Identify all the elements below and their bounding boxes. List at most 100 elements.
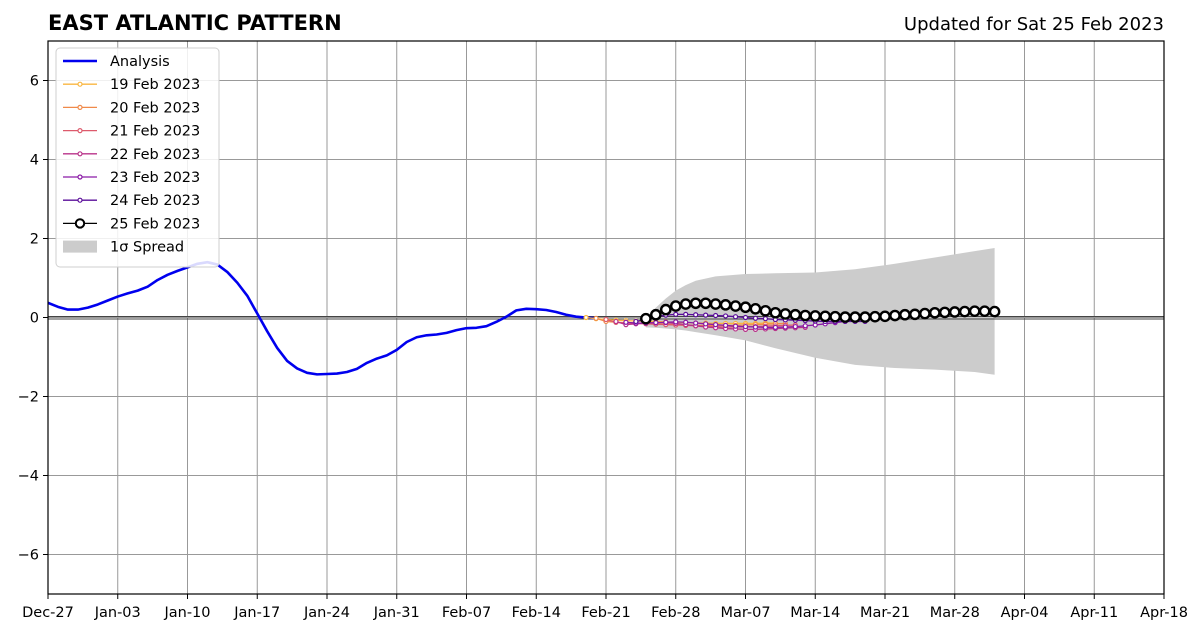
forecast-point	[762, 324, 769, 330]
y-tick-label: 6	[30, 74, 39, 90]
forecast-point	[782, 324, 788, 330]
forecast-point	[859, 311, 871, 323]
forecast-point	[613, 318, 619, 325]
y-tick-label: −6	[18, 548, 39, 564]
forecast-point	[752, 315, 759, 321]
forecast-point	[978, 305, 991, 317]
forecast-point	[742, 314, 749, 321]
forecast-point	[752, 324, 759, 330]
legend-marker	[77, 81, 83, 87]
y-tick-label: −4	[18, 469, 39, 485]
forecast-point	[683, 319, 689, 325]
legend-item: 24 Feb 2023	[63, 193, 200, 209]
forecast-point	[663, 319, 669, 325]
forecast-point	[713, 322, 719, 328]
forecast-point	[799, 309, 812, 322]
forecast-point	[802, 323, 808, 329]
forecast-point	[719, 299, 732, 311]
legend-item: 21 Feb 2023	[63, 124, 200, 140]
legend-marker	[77, 174, 83, 180]
x-tick-label: Apr-18	[1140, 605, 1188, 621]
x-tick-label: Mar-14	[790, 605, 840, 621]
y-tick-label: 0	[30, 311, 39, 327]
forecast-point	[849, 311, 861, 323]
forecast-point	[742, 323, 749, 330]
forecast-point	[713, 312, 719, 319]
forecast-point	[653, 320, 659, 326]
spread-band	[645, 247, 995, 375]
plot-area: Dec-27 Jan-03 Jan-10 Jan-17 Jan-24 Jan-31 Feb-…	[18, 40, 1188, 621]
legend-marker	[74, 218, 86, 229]
forecast-point	[709, 298, 722, 310]
legend-item: 1σ Spread	[63, 240, 184, 256]
forecast-point	[958, 305, 971, 318]
forecast-point	[650, 308, 662, 321]
forecast-point	[583, 314, 589, 321]
legend: Analysis 19 Feb 2023 20 Feb 2023 21 Feb 202…	[55, 47, 220, 268]
forecast-point	[732, 314, 739, 320]
forecast-point	[889, 309, 901, 322]
forecast-point	[683, 311, 689, 317]
forecast-point	[938, 306, 951, 319]
forecast-point	[829, 310, 841, 323]
forecast-point	[749, 303, 762, 315]
x-tick-label: Jan-31	[373, 605, 420, 621]
x-tick-label: Jan-17	[233, 605, 280, 621]
legend-item: 22 Feb 2023	[63, 147, 200, 163]
forecast-point	[809, 310, 822, 322]
analysis-line	[48, 260, 597, 376]
x-tick-label: Mar-07	[720, 605, 770, 621]
forecast-point	[988, 305, 1001, 318]
forecast-point	[593, 315, 599, 321]
forecast-point	[879, 310, 891, 323]
forecast-point	[659, 303, 672, 316]
x-tick-label: Mar-21	[860, 605, 910, 621]
forecast-point	[779, 308, 792, 320]
forecast-point	[899, 308, 911, 321]
forecast-point	[633, 318, 639, 325]
forecast-point	[603, 316, 609, 323]
forecast-series	[640, 297, 1001, 325]
forecast-point	[762, 316, 769, 322]
legend-label: 24 Feb 2023	[110, 193, 200, 209]
legend-item: 20 Feb 2023	[63, 100, 200, 116]
forecast-point	[703, 321, 709, 327]
legend-item: 23 Feb 2023	[63, 170, 200, 186]
plot-content	[48, 247, 1164, 376]
forecast-point	[673, 311, 679, 317]
forecast-point	[909, 308, 921, 321]
x-tick-label: Feb-14	[512, 605, 561, 621]
y-tick-label: 4	[30, 153, 39, 169]
legend-label: Analysis	[110, 54, 170, 70]
legend-label: 25 Feb 2023	[110, 216, 200, 232]
forecast-point	[623, 319, 629, 325]
legend-item: 19 Feb 2023	[63, 77, 200, 93]
chart-title: EAST ATLANTIC PATTERN	[48, 11, 342, 35]
x-tick-label: Jan-10	[163, 605, 210, 621]
chart-subtitle: Updated for Sat 25 Feb 2023	[904, 14, 1164, 35]
forecast-point	[640, 312, 652, 325]
y-tick-label: −2	[18, 390, 39, 406]
forecast-point	[929, 306, 941, 319]
forecast-point	[839, 311, 851, 323]
x-tick-label: Jan-03	[94, 605, 141, 621]
legend-label: 23 Feb 2023	[110, 170, 200, 186]
x-tick-label: Feb-28	[651, 605, 700, 621]
x-tick-label: Feb-07	[442, 605, 491, 621]
y-tick-label: 2	[30, 232, 39, 248]
forecast-point	[968, 305, 981, 317]
legend-label: 21 Feb 2023	[110, 124, 200, 140]
legend-marker	[77, 197, 83, 203]
forecast-point	[722, 313, 729, 319]
forecast-point	[732, 323, 739, 329]
legend-marker	[77, 151, 83, 157]
legend-label: 20 Feb 2023	[110, 100, 200, 116]
forecast-point	[769, 306, 782, 319]
forecast-point	[772, 324, 778, 330]
legend-label: 22 Feb 2023	[110, 147, 200, 163]
forecast-point	[689, 297, 702, 310]
forecast-point	[679, 298, 692, 310]
legend-swatch	[63, 240, 97, 253]
legend-marker	[77, 128, 83, 134]
